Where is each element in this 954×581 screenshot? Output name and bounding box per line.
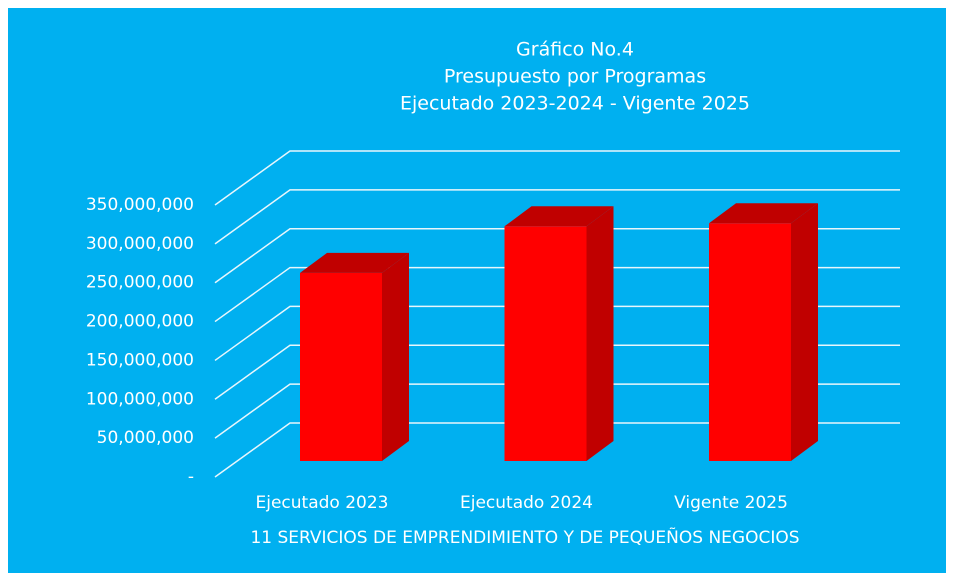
grid-line <box>214 189 900 245</box>
bar-side <box>382 252 409 461</box>
bar-top <box>300 252 409 273</box>
y-tick-label: 350,000,000 <box>86 195 194 215</box>
y-tick-label: 300,000,000 <box>86 234 194 254</box>
bar-side <box>791 203 818 462</box>
bar-front <box>709 223 791 461</box>
chart-title: Presupuesto por Programas <box>444 66 706 88</box>
x-tick-label: Vigente 2025 <box>674 493 788 513</box>
grid-line <box>214 383 900 439</box>
y-tick-label: 100,000,000 <box>86 389 194 409</box>
bar <box>709 203 818 462</box>
chart-title: Ejecutado 2023-2024 - Vigente 2025 <box>400 93 750 115</box>
bar-front <box>504 226 587 461</box>
bar <box>300 252 409 461</box>
bar-top <box>709 203 818 224</box>
chart-title: Gráfico No.4 <box>516 39 634 61</box>
x-tick-label: Ejecutado 2024 <box>460 493 593 513</box>
y-tick-label: 250,000,000 <box>86 273 194 293</box>
grid-line <box>214 305 900 362</box>
grid-line <box>214 150 900 206</box>
y-tick-label: 200,000,000 <box>86 312 194 332</box>
grid-line <box>214 344 900 400</box>
x-tick-label: Ejecutado 2023 <box>256 493 389 513</box>
y-tick-label: - <box>188 467 194 487</box>
y-tick-label: 50,000,000 <box>97 428 194 448</box>
grid-line <box>214 227 900 284</box>
bar <box>504 206 614 461</box>
x-axis-label: 11 SERVICIOS DE EMPRENDIMIENTO Y DE PEQU… <box>250 526 799 548</box>
y-tick-label: 150,000,000 <box>86 350 194 370</box>
bar-front <box>300 272 382 461</box>
grid-line <box>214 422 900 478</box>
bar-top <box>504 206 614 227</box>
grid-line <box>214 266 900 323</box>
bar-side <box>586 206 614 461</box>
